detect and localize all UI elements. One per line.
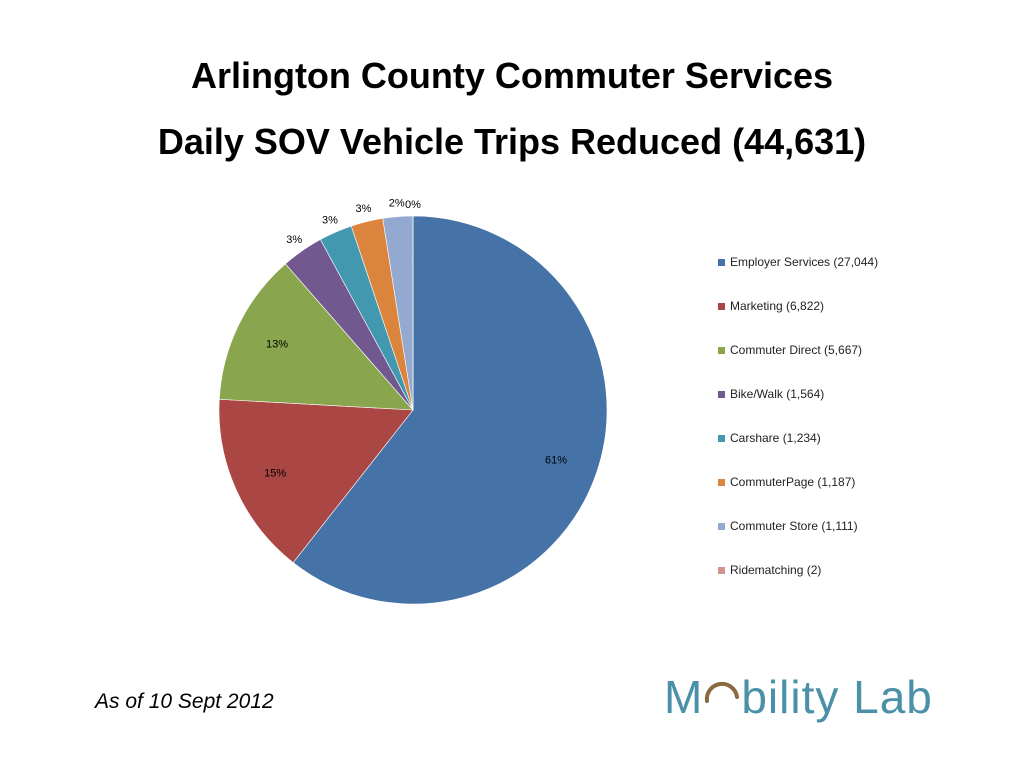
slice-percent-label: 13% xyxy=(266,339,288,351)
legend-swatch xyxy=(718,566,725,574)
chart-title: Arlington County Commuter Services xyxy=(190,55,834,96)
chart-subtitle: Daily SOV Vehicle Trips Reduced (44,631) xyxy=(157,121,867,162)
slice-percent-label: 3% xyxy=(356,203,372,215)
legend-label: CommuterPage (1,187) xyxy=(730,475,856,489)
legend-item: Employer Services (27,044) xyxy=(718,240,878,284)
logo-text-m: M xyxy=(664,671,704,723)
legend-item: Ridematching (2) xyxy=(718,548,878,592)
pie-slice xyxy=(218,263,414,411)
legend-swatch xyxy=(718,478,725,486)
slice-percent-label: 3% xyxy=(286,234,302,246)
legend-item: CommuterPage (1,187) xyxy=(718,460,878,504)
logo-arc-icon xyxy=(703,674,741,712)
slice-percent-label: 0% xyxy=(405,199,421,211)
legend-swatch xyxy=(718,302,725,310)
legend-item: Commuter Direct (5,667) xyxy=(718,328,878,372)
legend-label: Commuter Direct (5,667) xyxy=(730,343,863,357)
legend-swatch xyxy=(718,522,725,530)
legend-label: Carshare (1,234) xyxy=(730,431,821,445)
logo-text-rest: bility Lab xyxy=(741,671,933,723)
legend-item: Marketing (6,822) xyxy=(718,284,878,328)
legend-label: Commuter Store (1,111) xyxy=(730,519,858,533)
legend-swatch xyxy=(718,434,725,442)
slice-percent-label: 2% xyxy=(389,198,405,210)
pie-slice xyxy=(292,215,608,605)
date-footnote: As of 10 Sept 2012 xyxy=(95,690,274,713)
chart-legend: Employer Services (27,044) Marketing (6,8… xyxy=(718,240,878,592)
legend-item: Carshare (1,234) xyxy=(718,416,878,460)
legend-item: Commuter Store (1,111) xyxy=(718,504,878,548)
pie-slice xyxy=(218,398,414,564)
legend-label: Bike/Walk (1,564) xyxy=(730,387,825,401)
slice-percent-label: 3% xyxy=(322,214,338,226)
slice-percent-label: 61% xyxy=(545,454,567,466)
legend-swatch xyxy=(718,390,725,398)
legend-label: Marketing (6,822) xyxy=(730,299,825,313)
legend-item: Bike/Walk (1,564) xyxy=(718,372,878,416)
legend-swatch xyxy=(718,346,725,354)
legend-swatch xyxy=(718,258,725,266)
slice-percent-label: 15% xyxy=(264,467,286,479)
legend-label: Ridematching (2) xyxy=(730,563,822,577)
legend-label: Employer Services (27,044) xyxy=(730,255,879,269)
